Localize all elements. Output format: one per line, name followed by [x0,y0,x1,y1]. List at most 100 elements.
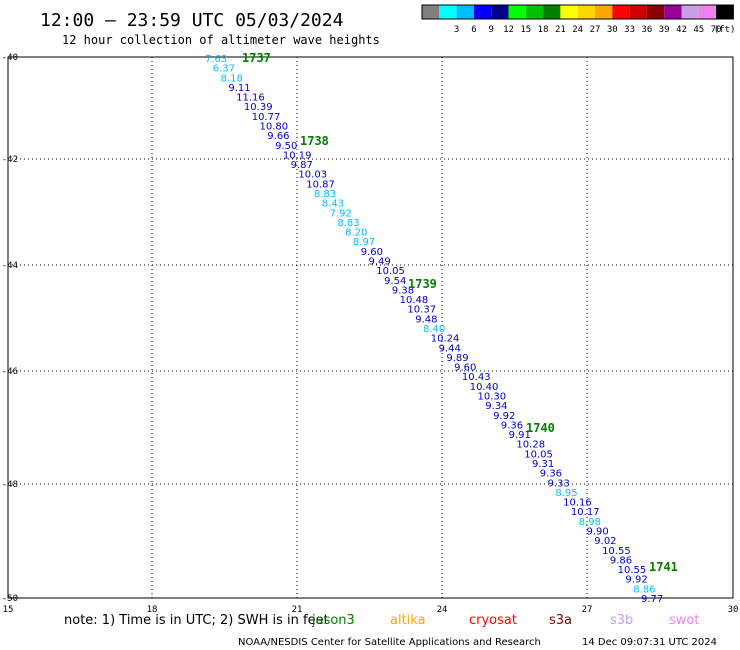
axis-tick-labels: 15 18 21 24 27 30 -40 -42 -44 -46 -48 -50 [2,53,739,615]
wave-height-label: 10.16 [563,498,592,509]
wave-height-label: 9.36 [501,420,523,431]
wave-height-label: 10.37 [407,305,436,316]
legend-swatch [664,5,682,19]
legend-label: 39 [659,25,670,35]
wave-height-label: 9.49 [369,257,391,268]
wave-height-label: 8.43 [322,199,344,210]
wave-height-label: 9.66 [267,131,289,142]
satellite-legend-item: jason3 [311,613,355,628]
legend-swatch [543,5,561,19]
legend-label: 18 [538,25,549,35]
wave-height-label: 9.89 [446,353,468,364]
wave-height-label: 8.83 [337,218,359,229]
legend-swatch [525,5,544,19]
legend-swatch [595,5,613,19]
wave-height-label: 9.87 [291,160,313,171]
latitude-tick-label: -40 [2,53,18,63]
legend-swatch [716,5,734,19]
wave-height-label: 9.36 [540,469,562,480]
pass-number-label: 1737 [242,51,271,65]
page-subtitle: 12 hour collection of altimeter wave hei… [62,33,380,47]
wave-height-label: 10.48 [400,295,429,306]
units-note: note: 1) Time is in UTC; 2) SWH is in fe… [64,613,329,628]
wave-height-label: 9.33 [548,478,570,489]
legend-swatch [422,5,440,19]
wave-height-label: 9.91 [509,430,531,441]
wave-height-label: 10.05 [376,266,405,277]
wave-height-label: 9.48 [415,314,437,325]
legend-label: 42 [676,25,687,35]
wave-height-label: 10.77 [252,112,281,123]
wave-height-label: 8.97 [353,237,375,248]
legend-label: 6 [471,25,476,35]
wave-height-label: 10.43 [462,372,491,383]
wave-height-label: 8.86 [633,584,655,595]
legend-frame [421,4,734,20]
pass-number-label: 1740 [526,421,555,435]
wave-height-label: 10.40 [470,382,499,393]
wave-height-label: 9.77 [641,594,663,605]
legend-unit: (ft) [714,25,736,35]
wave-height-label: 7.63 [205,54,227,65]
satellite-legend-item: s3a [549,613,572,628]
legend-label: 3 [454,25,459,35]
wave-height-label: 9.60 [454,363,476,374]
map-frame [7,56,734,599]
satellite-legend-item: s3b [610,613,633,628]
legend-label: 33 [624,25,635,35]
wave-height-label: 8.18 [221,73,243,84]
longitude-tick-label: 18 [147,605,158,615]
latitude-tick-label: -44 [2,261,18,271]
legend-swatch [560,5,578,19]
legend-label: 21 [555,25,566,35]
pass-number-label: 1741 [649,560,678,574]
legend-label: 12 [503,25,514,35]
legend-label: 9 [488,25,493,35]
footer-credit: NOAA/NESDIS Center for Satellite Applica… [238,637,541,648]
color-legend: 3 6 9 12 15 18 21 24 27 30 33 36 39 42 45 70(ft) [421,4,736,35]
legend-swatch [439,5,457,19]
legend-label: 36 [641,25,652,35]
footer-timestamp: 14 Dec 09:07:31 UTC 2024 [582,637,717,648]
latitude-tick-label: -46 [2,367,18,377]
latitude-tick-label: -50 [2,594,18,604]
longitude-tick-label: 27 [582,605,593,615]
satellite-legend-item: cryosat [469,613,517,628]
wave-height-label: 9.50 [275,141,297,152]
legend-label: 24 [572,25,583,35]
legend-label: 27 [590,25,601,35]
longitude-tick-label: 24 [437,605,448,615]
latitude-tick-label: -42 [2,155,18,165]
wave-height-label: 9.44 [439,343,461,354]
wave-height-label: 8.40 [423,324,445,335]
page-title: 12:00 – 23:59 UTC 05/03/2024 [40,10,343,31]
wave-height-track: 7.636.378.189.1111.1610.3910.7710.809.66… [205,54,663,605]
legend-label: 70 [711,25,722,35]
wave-height-label: 9.54 [384,276,406,287]
wave-height-label: 10.03 [298,170,327,181]
wave-height-label: 7.92 [330,208,352,219]
wave-height-label: 10.24 [431,334,460,345]
wave-height-label: 8.83 [314,189,336,200]
wave-height-label: 10.39 [244,102,273,113]
pass-number-label: 1739 [408,277,437,291]
satellite-legend: jason3 altika cryosat s3a s3b swot [311,613,699,628]
wave-height-label: 9.31 [532,459,554,470]
legend-swatch [456,5,474,19]
wave-height-label: 9.38 [392,285,414,296]
legend-swatch [698,5,717,19]
wave-height-label: 9.92 [625,575,647,586]
wave-height-label: 10.19 [283,150,312,161]
legend-swatch [508,5,526,19]
wave-height-label: 10.28 [516,440,545,451]
longitude-tick-label: 30 [728,605,739,615]
wave-height-label: 11.16 [236,93,265,104]
wave-height-label: 10.17 [571,507,600,518]
wave-height-label: 8.98 [579,517,601,528]
wave-height-label: 10.05 [524,449,553,460]
pass-number-labels: 1737 1738 1739 1740 1741 [242,51,678,574]
legend-swatch [681,5,699,19]
wave-height-label: 10.30 [478,392,507,403]
wave-height-label: 9.60 [361,247,383,258]
